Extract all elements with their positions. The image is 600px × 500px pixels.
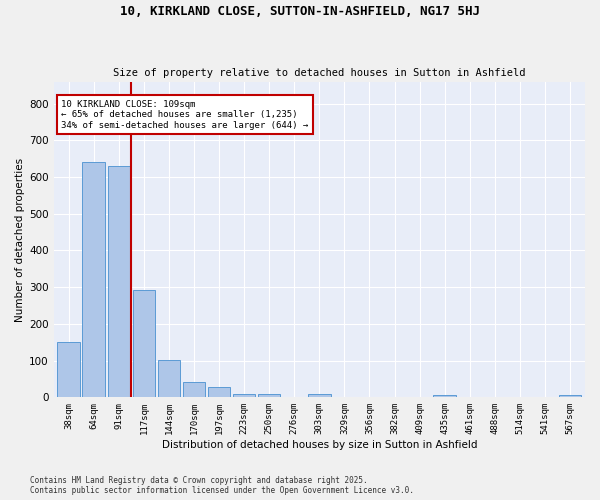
Text: Contains HM Land Registry data © Crown copyright and database right 2025.
Contai: Contains HM Land Registry data © Crown c… xyxy=(30,476,414,495)
Bar xyxy=(183,382,205,398)
Bar xyxy=(82,162,105,398)
Bar xyxy=(107,166,130,398)
Bar xyxy=(433,396,456,398)
Bar xyxy=(208,387,230,398)
Y-axis label: Number of detached properties: Number of detached properties xyxy=(15,158,25,322)
Bar xyxy=(58,342,80,398)
Title: Size of property relative to detached houses in Sutton in Ashfield: Size of property relative to detached ho… xyxy=(113,68,526,78)
Text: 10 KIRKLAND CLOSE: 109sqm
← 65% of detached houses are smaller (1,235)
34% of se: 10 KIRKLAND CLOSE: 109sqm ← 65% of detac… xyxy=(61,100,308,130)
Bar xyxy=(133,290,155,398)
Bar xyxy=(233,394,256,398)
Text: 10, KIRKLAND CLOSE, SUTTON-IN-ASHFIELD, NG17 5HJ: 10, KIRKLAND CLOSE, SUTTON-IN-ASHFIELD, … xyxy=(120,5,480,18)
Bar xyxy=(559,395,581,398)
Bar xyxy=(258,394,280,398)
X-axis label: Distribution of detached houses by size in Sutton in Ashfield: Distribution of detached houses by size … xyxy=(161,440,477,450)
Bar xyxy=(158,360,180,398)
Bar xyxy=(308,394,331,398)
